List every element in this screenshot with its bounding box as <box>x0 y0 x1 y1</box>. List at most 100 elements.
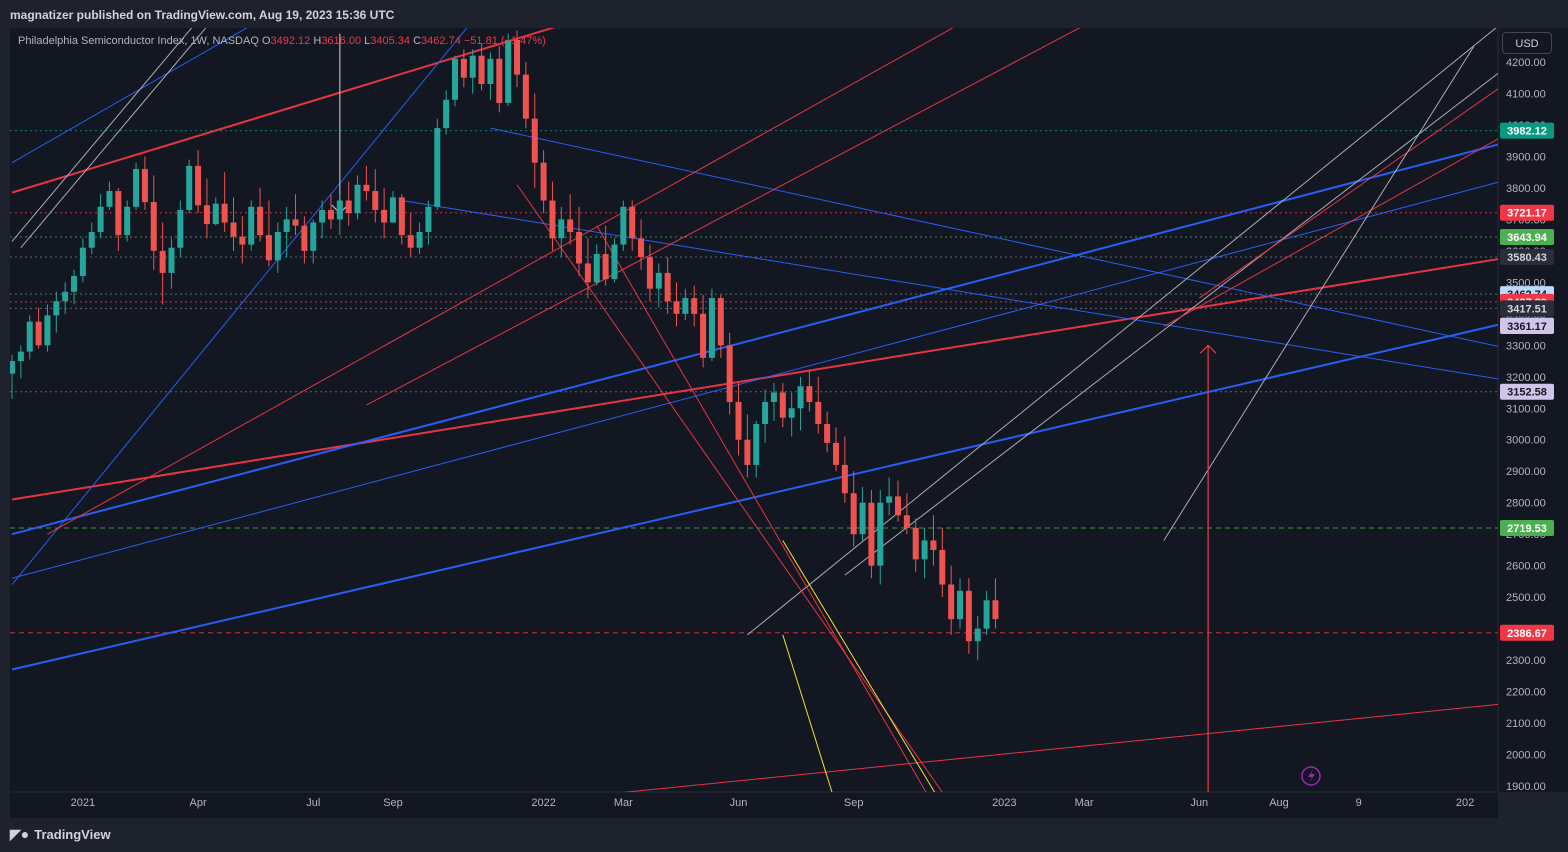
candle-body-105 <box>939 549 946 585</box>
candle-body-12 <box>115 191 122 236</box>
candle-body-50 <box>452 58 458 100</box>
candle-body-111 <box>992 600 999 620</box>
candle-body-101 <box>903 515 910 528</box>
candle-body-54 <box>487 58 494 85</box>
symbol-legend: Philadelphia Semiconductor Index, 1W, NA… <box>18 35 546 47</box>
tradingview-logo[interactable]: ◤● TradingView <box>10 826 111 843</box>
candle-body-26 <box>239 236 246 245</box>
candle-body-75 <box>673 301 680 314</box>
trendline-8 <box>490 127 1498 347</box>
y-tick-label-0: 1900.00 <box>1506 781 1546 793</box>
candle-body-99 <box>886 496 893 503</box>
candle-body-81 <box>726 345 733 402</box>
candle-body-17 <box>159 250 166 273</box>
candle-body-67 <box>602 254 609 280</box>
plot-area <box>10 28 1498 792</box>
candle-body-96 <box>859 502 866 535</box>
published-bar: magnatizer published on TradingView.com,… <box>0 0 1568 28</box>
candle-body-59 <box>531 118 538 163</box>
x-tick-label-11: Aug <box>1269 797 1289 809</box>
candle-body-23 <box>212 203 219 225</box>
candle-body-110 <box>983 600 990 629</box>
candle-body-63 <box>567 219 574 232</box>
candle-body-80 <box>717 298 724 346</box>
candle-body-65 <box>584 263 591 283</box>
candle-body-103 <box>921 540 928 560</box>
candle-body-49 <box>443 99 450 129</box>
trendline-5 <box>11 28 248 164</box>
y-tick-label-6: 2500.00 <box>1506 592 1546 604</box>
candle-body-0 <box>10 361 15 374</box>
trendline-19 <box>622 703 1498 792</box>
candle-body-13 <box>124 206 131 236</box>
price-label-11: 2386.67 <box>1507 628 1547 640</box>
currency-button[interactable]: USD <box>1502 32 1552 54</box>
x-tick-label-8: 2023 <box>992 797 1016 809</box>
y-tick-label-12: 3100.00 <box>1506 403 1546 415</box>
candle-body-56 <box>505 39 512 103</box>
lightning-event-icon[interactable] <box>1301 766 1321 786</box>
candle-body-30 <box>274 231 281 261</box>
price-label-8: 3361.17 <box>1507 321 1547 333</box>
candle-body-51 <box>460 58 467 78</box>
low-label: L <box>364 35 371 47</box>
trendline-7 <box>401 200 1498 380</box>
candle-body-86 <box>770 392 777 402</box>
candle-body-44 <box>398 197 405 236</box>
symbol-name: Philadelphia Semiconductor Index, 1W, NA… <box>18 35 259 47</box>
candle-body-76 <box>682 298 689 314</box>
trendline-4 <box>11 181 1498 579</box>
y-tick-label-23: 4200.00 <box>1506 57 1546 69</box>
price-label-bg-9 <box>1500 383 1554 400</box>
price-label-bg-8 <box>1500 318 1554 335</box>
price-label-10: 2719.53 <box>1507 523 1547 535</box>
candle-body-33 <box>301 225 308 251</box>
x-tick-label-7: Sep <box>844 797 864 809</box>
tradingview-brand: TradingView <box>34 827 111 842</box>
price-label-9: 3152.58 <box>1507 387 1547 399</box>
candle-body-43 <box>389 197 396 223</box>
close-value: 3462.74 <box>421 35 461 47</box>
candle-body-88 <box>788 408 795 418</box>
candle-body-69 <box>620 206 627 245</box>
x-tick-label-9: Mar <box>1075 797 1094 809</box>
candle-body-25 <box>230 222 237 237</box>
candle-body-90 <box>806 386 813 402</box>
candle-body-60 <box>540 162 547 201</box>
candle-body-10 <box>97 206 104 232</box>
candle-body-29 <box>265 235 272 261</box>
candle-body-109 <box>974 628 981 642</box>
candle-body-48 <box>434 128 441 207</box>
price-label-0: 3982.12 <box>1507 126 1547 138</box>
candle-body-45 <box>407 235 414 248</box>
tradingview-logo-icon: ◤● <box>10 826 30 842</box>
x-tick-label-0: 2021 <box>71 797 95 809</box>
candle-body-71 <box>638 238 645 258</box>
x-tick-label-5: Mar <box>614 797 633 809</box>
candle-body-72 <box>646 257 653 289</box>
candle-body-8 <box>79 247 86 277</box>
trendline-9 <box>11 28 193 242</box>
candle-body-31 <box>283 219 290 232</box>
x-tick-label-1: Apr <box>189 797 206 809</box>
candle-body-78 <box>700 313 707 358</box>
candle-body-61 <box>549 200 556 239</box>
trendline-20 <box>782 540 936 792</box>
high-value: 3616.00 <box>321 35 362 47</box>
candle-body-22 <box>203 205 210 225</box>
price-label-2: 3643.94 <box>1507 232 1548 244</box>
candle-body-74 <box>664 272 671 302</box>
candle-body-108 <box>965 590 972 642</box>
candle-body-19 <box>177 209 184 248</box>
price-label-bg-0 <box>1500 122 1554 139</box>
close-label: C <box>413 35 422 47</box>
published-text: magnatizer published on TradingView.com,… <box>10 8 395 22</box>
candle-body-38 <box>345 200 352 214</box>
candle-body-4 <box>44 315 51 346</box>
candle-body-64 <box>576 231 583 264</box>
arrow-head-1 <box>1199 344 1217 354</box>
y-tick-label-20: 3900.00 <box>1506 151 1546 163</box>
trendline-13 <box>1198 88 1498 299</box>
trendline-21 <box>782 634 833 792</box>
